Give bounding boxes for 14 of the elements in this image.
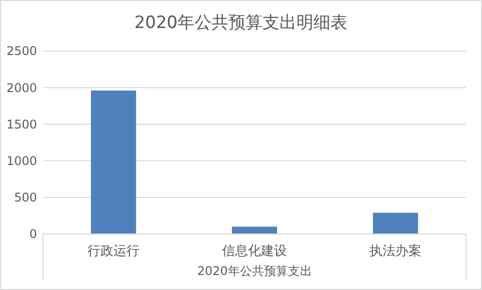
x-axis-title: 2020年公共预算支出: [197, 264, 312, 278]
chart-title: 2020年公共预算支出明细表: [134, 13, 348, 33]
bar: [232, 226, 278, 234]
y-tick-label: 2500: [6, 44, 37, 58]
x-tick-label: 信息化建设: [222, 244, 287, 259]
x-tick-label: 执法办案: [370, 243, 422, 259]
y-tick-label: 2000: [6, 80, 37, 95]
y-tick-label: 500: [14, 190, 37, 205]
bar: [372, 212, 418, 234]
y-tick-label: 1500: [6, 117, 37, 132]
x-tick-label: 行政运行: [88, 244, 140, 259]
y-tick-label: 0: [29, 227, 37, 242]
bar: [90, 90, 136, 234]
y-tick-label: 1000: [6, 154, 37, 168]
